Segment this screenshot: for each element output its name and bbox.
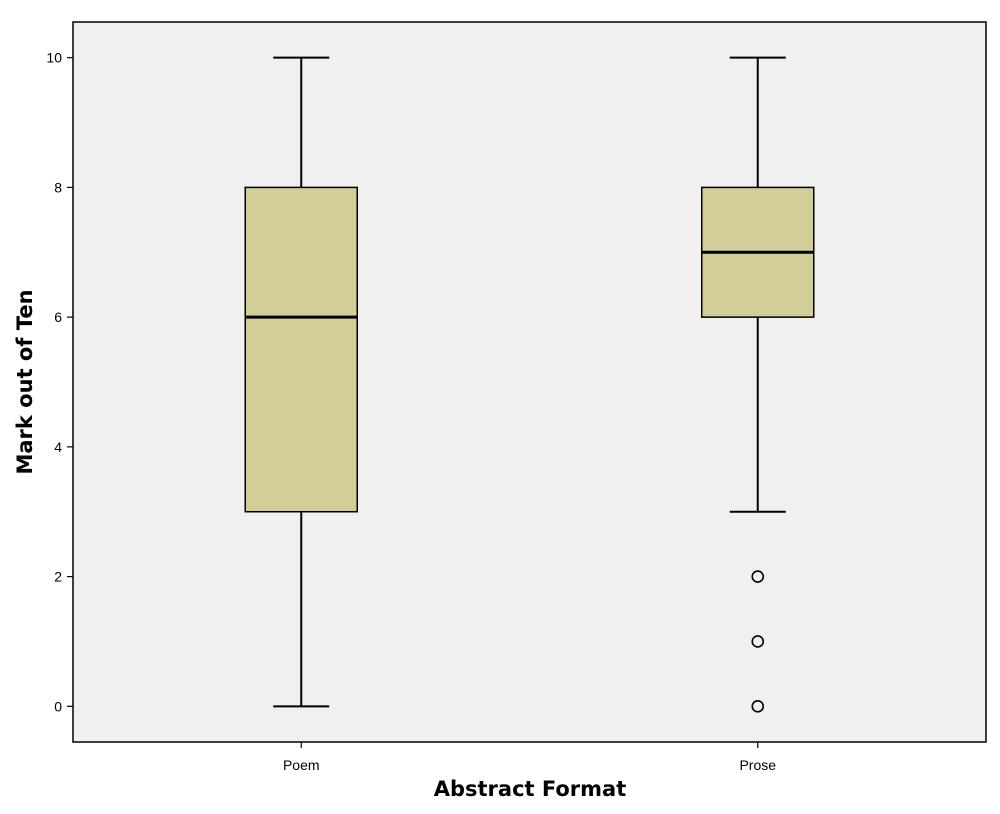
x-tick-label: Prose — [739, 757, 776, 773]
y-axis: 0 2 4 6 8 10 — [46, 50, 73, 714]
outlier-point — [751, 570, 765, 583]
y-tick-label: 6 — [54, 309, 62, 325]
x-axis: Poem Prose — [283, 742, 776, 773]
y-axis-title: Mark out of Ten — [13, 289, 37, 474]
y-tick-label: 10 — [46, 50, 62, 66]
box-poem — [244, 56, 358, 708]
x-axis-title: Abstract Format — [434, 777, 627, 801]
y-tick-label: 0 — [54, 698, 62, 714]
box-series — [244, 56, 815, 713]
plot-area — [72, 21, 987, 743]
y-tick-label: 4 — [54, 439, 62, 455]
outlier-point — [751, 700, 765, 713]
iqr-box — [244, 186, 358, 513]
box-prose — [701, 56, 815, 713]
x-tick-label: Poem — [283, 757, 320, 773]
y-tick-label: 2 — [54, 569, 62, 585]
outlier-point — [751, 635, 765, 648]
y-tick-label: 8 — [54, 179, 62, 195]
